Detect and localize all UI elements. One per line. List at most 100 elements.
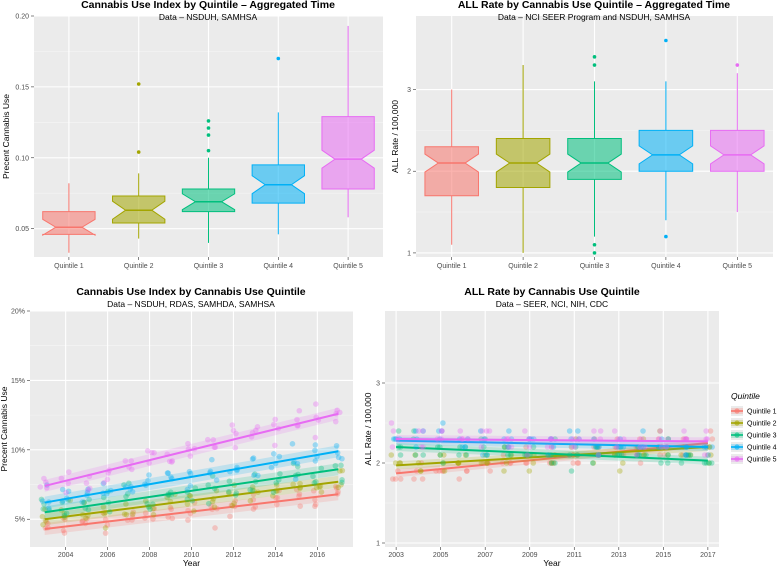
scatter-point [310,487,317,494]
box-5 [321,116,375,190]
scatter-point [459,444,466,450]
y-tick-label: 1 [376,541,380,548]
y-tick-label: 5% [15,517,25,524]
scatter-point [501,444,508,450]
scatter-point [571,444,578,450]
scatter-point [247,487,253,493]
scatter-point [169,458,176,464]
scatter-point [187,470,194,477]
scatter-point [184,501,191,507]
scatter-point [291,459,297,465]
scatter-point [209,456,215,463]
scatter-point [706,444,713,450]
scatter-point [151,450,157,456]
scatter-point [507,452,514,458]
scatter-point [226,489,232,495]
box-outlier-point [276,56,281,61]
scatter-point [296,491,303,497]
scatter-point [166,458,173,465]
scatter-point [708,452,714,458]
scatter-point [102,525,109,531]
scatter-point [505,444,511,450]
scatter-point [146,472,152,478]
scatter-point [100,494,107,501]
scatter-point [313,401,319,407]
scatter-point [81,499,87,506]
scatter-point [312,458,319,464]
scatter-point [552,460,558,466]
scatter-point [397,452,404,458]
scatter-point [249,487,256,494]
scatter-point [208,503,214,510]
scatter-point [568,468,575,474]
y-axis-label: Precent Cannabis Use [0,386,9,471]
scatter-point [687,452,694,458]
box-outlier-point [735,63,740,67]
scatter-point [250,496,257,503]
scatter-point [411,476,417,482]
x-tick-label: 2008 [142,552,158,559]
scatter-point [548,460,555,466]
scatter-point [232,498,238,504]
scatter-point [590,460,597,466]
scatter-point [186,468,193,475]
box-1 [424,146,479,197]
scatter-point [290,481,296,488]
scatter-point [685,452,692,458]
scatter-point [276,453,283,460]
scatter-point [709,436,716,442]
scatter-point [484,460,490,466]
scatter-point [41,475,47,482]
scatter-point [253,427,259,434]
scatter-point [457,444,463,450]
scatter-point [312,434,319,441]
chart-subtitle: Data – NSDUH, SAMHSA [159,12,258,22]
scatter-point [38,496,45,503]
scatter-point [148,449,155,456]
scatter-point [270,450,277,457]
scatter-point [335,488,341,495]
x-tick-label: Quintile 5 [723,263,753,270]
x-tick-label: 2005 [433,552,449,559]
scatter-point [332,462,339,469]
scatter-point [40,506,47,512]
scatter-point [311,480,318,486]
box-outlier-point [136,82,141,86]
scatter-point [65,480,72,486]
scatter-point [683,452,690,458]
scatter-point [483,460,490,466]
trend-line-2 [44,480,339,521]
scatter-point [701,460,708,466]
scatter-point [392,476,399,482]
scatter-point [100,504,107,510]
scatter-point [566,428,573,434]
y-tick-label: 2 [376,461,380,468]
chart-panel-4: 1 2 3 2003 2005 2007 2009 2011 2013 2015 2017 ALL R… [363,286,719,567]
box-1 [42,211,96,237]
y-tick-label: 0.05 [15,226,29,233]
scatter-point [254,424,261,430]
scatter-point [339,455,345,462]
scatter-point [249,484,256,490]
scatter-point [145,504,152,510]
scatter-point [187,483,194,489]
scatter-point [464,468,470,474]
scatter-point [212,525,218,531]
scatter-point [390,428,397,434]
scatter-point [85,506,92,513]
box-outlier-point [206,148,211,153]
scatter-point [435,428,442,434]
scatter-point [273,482,280,488]
legend-label: Quintile 2 [747,421,777,428]
scatter-point [232,444,239,451]
scatter-point [312,501,319,508]
y-tick-label: 3 [376,381,380,388]
x-tick-label: 2015 [656,552,672,559]
scatter-point [144,448,151,454]
scatter-point [487,468,493,474]
scatter-point [83,480,90,486]
scatter-point [209,498,216,505]
scatter-point [703,428,709,434]
y-tick-label: 10% [11,447,25,454]
scatter-point [144,500,151,507]
